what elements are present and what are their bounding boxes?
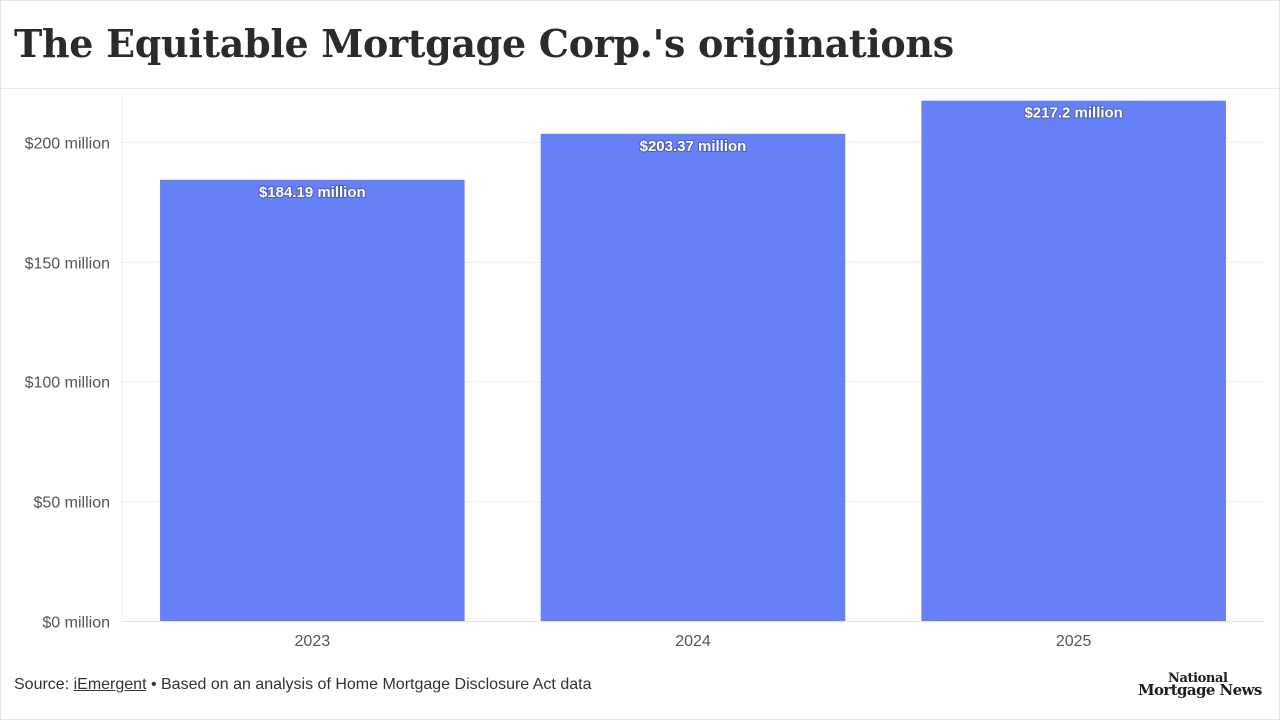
- source-note: • Based on an analysis of Home Mortgage …: [146, 676, 592, 693]
- y-tick-label: $0 million: [42, 615, 110, 632]
- bar-2025: [921, 100, 1226, 621]
- bar-value-label: $184.19 million: [259, 184, 366, 201]
- title-divider: [0, 88, 1280, 89]
- y-axis-tick-labels: $0 million $50 million $100 million $150 mi…: [25, 136, 110, 632]
- bar-value-labels: $184.19 million $203.37 million $217.2 mil…: [258, 104, 1124, 202]
- logo-line-1: National: [1168, 671, 1228, 686]
- bar-value-label: $203.37 million: [640, 138, 747, 155]
- bar-value-label: $217.2 million: [1024, 105, 1122, 122]
- y-tick-label: $100 million: [25, 375, 110, 392]
- x-tick-label: 2023: [295, 633, 331, 650]
- x-tick-label: 2025: [1056, 633, 1092, 650]
- bars: [160, 100, 1226, 621]
- bar-2024: [540, 133, 846, 621]
- logo-line-2: Mortgage News: [1138, 681, 1262, 699]
- bar-2023: [160, 179, 465, 621]
- x-axis-tick-labels: 2023 2024 2025: [295, 633, 1092, 650]
- chart-title: The Equitable Mortgage Corp.'s originati…: [14, 21, 954, 66]
- y-tick-label: $200 million: [25, 136, 110, 153]
- source-line: Source: iEmergent • Based on an analysis…: [14, 676, 591, 694]
- y-tick-label: $50 million: [34, 495, 110, 512]
- y-tick-label: $150 million: [25, 256, 110, 273]
- national-mortgage-news-logo: National Mortgage News: [1138, 670, 1268, 700]
- source-prefix: Source:: [14, 676, 74, 693]
- x-tick-label: 2024: [675, 633, 711, 650]
- source-link[interactable]: iEmergent: [73, 676, 147, 693]
